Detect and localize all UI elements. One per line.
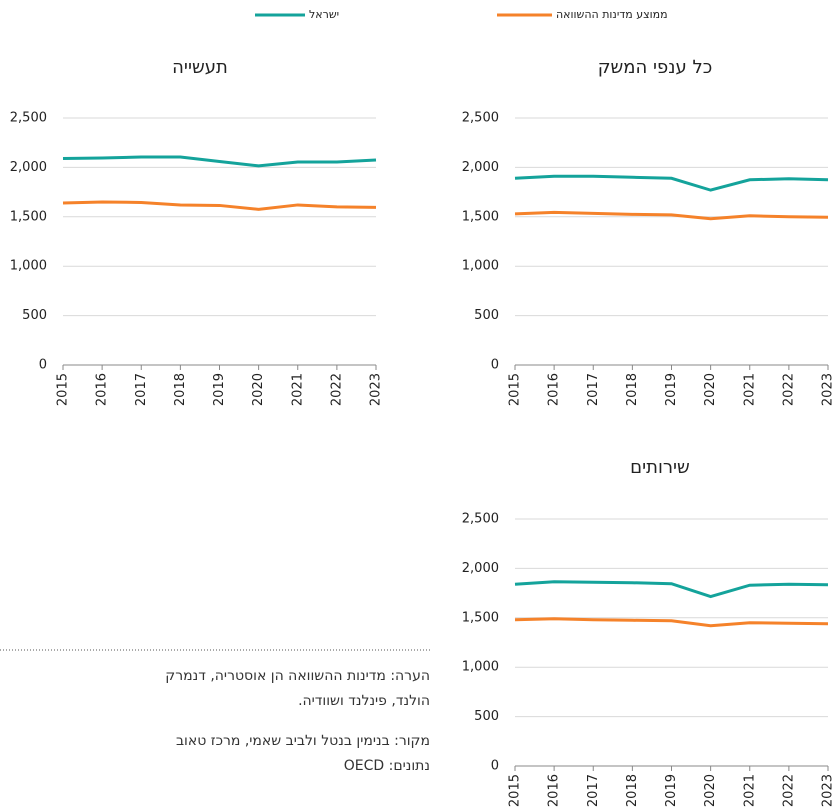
series-line [514, 617, 829, 628]
x-tick-label: 2021 [742, 774, 757, 807]
y-tick-label: 2,000 [10, 160, 47, 175]
y-tick-label: 1,000 [10, 259, 47, 274]
y-tick-label: 2,500 [462, 111, 499, 126]
x-tick-label: 2020 [251, 373, 266, 406]
y-tick-label: 1,500 [462, 209, 499, 224]
x-tick-label: 2021 [290, 373, 305, 406]
x-tick-label: 2022 [781, 774, 796, 807]
x-tick-label: 2023 [821, 774, 836, 807]
note: נתונים: OECD [343, 758, 430, 774]
x-tick-label: 2017 [586, 774, 601, 807]
y-tick-label: 500 [474, 308, 499, 323]
x-tick-label: 2016 [547, 774, 562, 807]
y-tick-label: 0 [491, 759, 499, 774]
x-tick-label: 2019 [664, 373, 679, 406]
x-tick-label: 2022 [329, 373, 344, 406]
y-tick-label: 1,000 [462, 259, 499, 274]
chart-title: כל ענפי המשק [598, 57, 712, 78]
y-tick-label: 2,000 [462, 160, 499, 175]
legend-label: ממוצע מדינות ההשוואה [556, 8, 668, 21]
note: מקור: בנימין בנטל ולביב שאמי, מרכז טאוב [175, 733, 430, 749]
x-tick-label: 2015 [508, 373, 523, 406]
series-line [514, 174, 829, 192]
x-tick-label: 2015 [508, 774, 523, 807]
x-tick-label: 2016 [95, 373, 110, 406]
series-line [514, 210, 829, 221]
x-tick-label: 2017 [586, 373, 601, 406]
y-tick-label: 2,000 [462, 561, 499, 576]
x-tick-label: 2016 [547, 373, 562, 406]
y-tick-label: 1,000 [462, 660, 499, 675]
y-tick-label: 2,500 [10, 111, 47, 126]
y-tick-label: 1,500 [462, 610, 499, 625]
y-tick-label: 2,500 [462, 512, 499, 527]
note: הולנד, פינלנד ושוודיה. [298, 693, 430, 709]
x-tick-label: 2020 [703, 373, 718, 406]
y-tick-label: 500 [474, 709, 499, 724]
series-line [62, 200, 377, 211]
series-line [514, 580, 829, 599]
x-tick-label: 2017 [134, 373, 149, 406]
y-tick-label: 0 [491, 358, 499, 373]
x-tick-label: 2018 [173, 373, 188, 406]
x-tick-label: 2019 [212, 373, 227, 406]
x-tick-label: 2020 [703, 774, 718, 807]
y-tick-label: 500 [22, 308, 47, 323]
x-tick-label: 2023 [369, 373, 384, 406]
y-tick-label: 1,500 [10, 209, 47, 224]
x-tick-label: 2018 [625, 774, 640, 807]
note: הערה: מדינות ההשוואה הן אוסטריה, דנמרק [165, 668, 430, 684]
x-tick-label: 2019 [664, 774, 679, 807]
x-tick-label: 2021 [742, 373, 757, 406]
x-tick-label: 2022 [781, 373, 796, 406]
chart-title: שירותים [630, 457, 690, 478]
x-tick-label: 2023 [821, 373, 836, 406]
legend-label: ישראל [309, 8, 339, 21]
x-tick-label: 2015 [56, 373, 71, 406]
chart-title: תעשייה [172, 57, 228, 78]
y-tick-label: 0 [39, 358, 47, 373]
x-tick-label: 2018 [625, 373, 640, 406]
series-line [62, 155, 377, 168]
